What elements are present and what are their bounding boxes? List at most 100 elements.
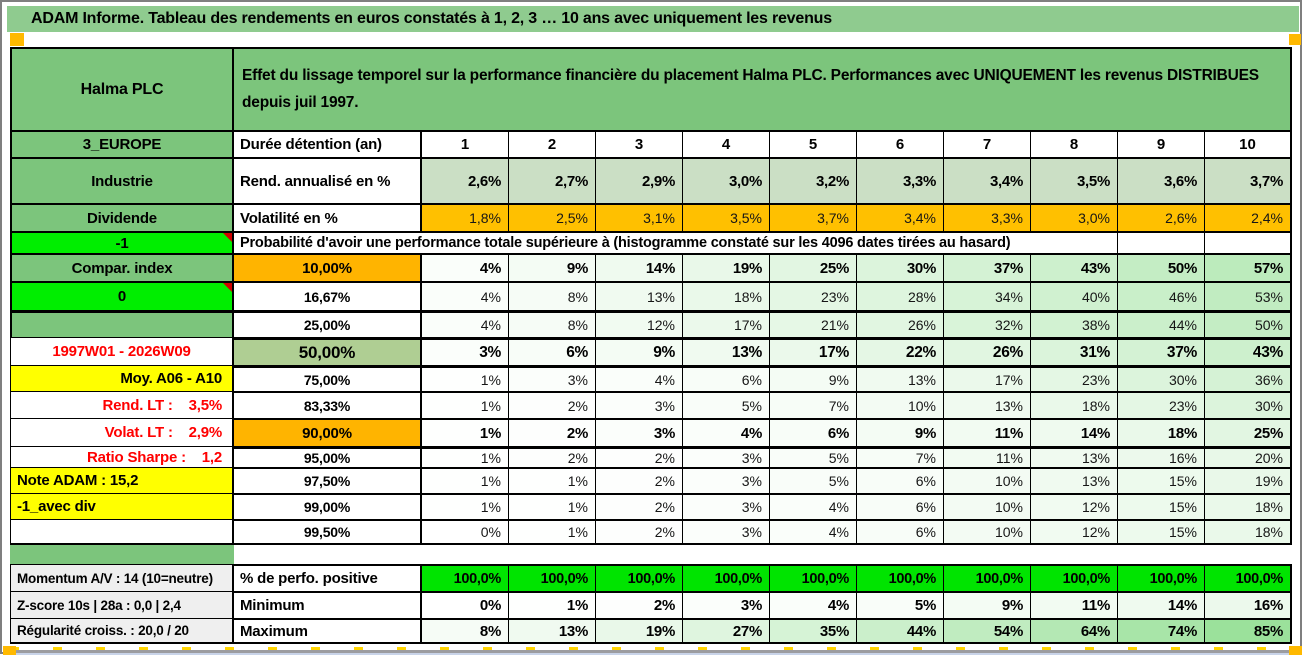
- minmax-cell[interactable]: 64%: [1031, 618, 1118, 644]
- left-label-cell[interactable]: Z-score 10s | 28a : 0,0 | 2,4: [10, 591, 234, 618]
- probability-cell[interactable]: 1%: [422, 493, 509, 519]
- positive-perf-cell[interactable]: 100,0%: [1118, 564, 1205, 591]
- probability-cell[interactable]: 1%: [422, 365, 509, 391]
- percentile-label-cell[interactable]: 25,00%: [234, 310, 422, 337]
- probability-cell[interactable]: 28%: [857, 281, 944, 310]
- probability-cell[interactable]: 2%: [596, 493, 683, 519]
- probability-cell[interactable]: 2%: [509, 446, 596, 467]
- probability-cell[interactable]: 43%: [1205, 337, 1292, 365]
- annualized-return-cell[interactable]: 3,2%: [770, 157, 857, 203]
- probability-cell[interactable]: 57%: [1205, 253, 1292, 281]
- probability-cell[interactable]: 19%: [683, 253, 770, 281]
- annualized-return-cell[interactable]: 3,0%: [683, 157, 770, 203]
- probability-cell[interactable]: 44%: [1118, 310, 1205, 337]
- probability-cell[interactable]: 9%: [770, 365, 857, 391]
- probability-cell[interactable]: 30%: [857, 253, 944, 281]
- left-label-cell[interactable]: Volat. LT : 2,9%: [10, 418, 234, 446]
- probability-cell[interactable]: 7%: [857, 446, 944, 467]
- probability-cell[interactable]: 6%: [857, 519, 944, 545]
- volatility-cell[interactable]: 2,4%: [1205, 203, 1292, 231]
- description-cell[interactable]: Effet du lissage temporel sur la perform…: [234, 47, 1292, 130]
- probability-cell[interactable]: 1%: [509, 493, 596, 519]
- minmax-cell[interactable]: 9%: [944, 591, 1031, 618]
- percentile-label-cell[interactable]: 10,00%: [234, 253, 422, 281]
- probability-cell[interactable]: 1%: [422, 418, 509, 446]
- probability-cell[interactable]: 6%: [857, 467, 944, 493]
- probability-cell[interactable]: 31%: [1031, 337, 1118, 365]
- probability-cell[interactable]: 25%: [770, 253, 857, 281]
- probability-cell[interactable]: 23%: [1118, 391, 1205, 418]
- summary-label-cell[interactable]: Maximum: [234, 618, 422, 644]
- title-bar[interactable]: ADAM Informe. Tableau des rendements en …: [7, 6, 1299, 32]
- left-label-cell[interactable]: Moy. A06 - A10: [10, 365, 234, 391]
- probability-cell[interactable]: 40%: [1031, 281, 1118, 310]
- probability-cell[interactable]: 5%: [770, 467, 857, 493]
- volatility-cell[interactable]: 3,0%: [1031, 203, 1118, 231]
- duration-cell[interactable]: 1: [422, 130, 509, 157]
- probability-cell[interactable]: 22%: [857, 337, 944, 365]
- probability-cell[interactable]: 17%: [944, 365, 1031, 391]
- probability-cell[interactable]: 13%: [596, 281, 683, 310]
- left-label-cell[interactable]: [10, 519, 234, 545]
- probability-cell[interactable]: 20%: [1205, 446, 1292, 467]
- minmax-cell[interactable]: 16%: [1205, 591, 1292, 618]
- probability-cell[interactable]: 18%: [1205, 519, 1292, 545]
- volatility-cell[interactable]: 2,6%: [1118, 203, 1205, 231]
- probability-cell[interactable]: 3%: [422, 337, 509, 365]
- duration-cell[interactable]: 5: [770, 130, 857, 157]
- positive-perf-cell[interactable]: 100,0%: [596, 564, 683, 591]
- minmax-cell[interactable]: 1%: [509, 591, 596, 618]
- left-label-cell[interactable]: [10, 310, 234, 337]
- row-header-cell[interactable]: Volatilité en %: [234, 203, 422, 231]
- probability-cell[interactable]: 17%: [683, 310, 770, 337]
- left-label-cell[interactable]: Note ADAM : 15,2: [10, 467, 234, 493]
- probability-cell[interactable]: 3%: [683, 493, 770, 519]
- volatility-cell[interactable]: 3,3%: [944, 203, 1031, 231]
- probability-cell[interactable]: 18%: [1205, 493, 1292, 519]
- positive-perf-cell[interactable]: 100,0%: [857, 564, 944, 591]
- left-label-cell[interactable]: Régularité croiss. : 20,0 / 20: [10, 618, 234, 644]
- probability-cell[interactable]: 11%: [944, 446, 1031, 467]
- probability-cell[interactable]: 1%: [422, 467, 509, 493]
- minmax-cell[interactable]: 5%: [857, 591, 944, 618]
- probability-cell[interactable]: 43%: [1031, 253, 1118, 281]
- minmax-cell[interactable]: 8%: [422, 618, 509, 644]
- probability-cell[interactable]: 13%: [1031, 446, 1118, 467]
- left-label-cell[interactable]: Ratio Sharpe : 1,2: [10, 446, 234, 467]
- probability-cell[interactable]: 3%: [596, 391, 683, 418]
- probability-cell[interactable]: 10%: [944, 467, 1031, 493]
- probability-cell[interactable]: 19%: [1205, 467, 1292, 493]
- probability-cell[interactable]: 1%: [509, 467, 596, 493]
- probability-cell[interactable]: 8%: [509, 281, 596, 310]
- left-label-cell[interactable]: 3_EUROPE: [10, 130, 234, 157]
- empty-cell[interactable]: [1205, 231, 1292, 253]
- positive-perf-cell[interactable]: 100,0%: [944, 564, 1031, 591]
- left-label-cell[interactable]: 1997W01 - 2026W09: [10, 337, 234, 365]
- annualized-return-cell[interactable]: 2,9%: [596, 157, 683, 203]
- probability-cell[interactable]: 18%: [683, 281, 770, 310]
- probability-cell[interactable]: 18%: [1118, 418, 1205, 446]
- row-header-cell[interactable]: Durée détention (an): [234, 130, 422, 157]
- annualized-return-cell[interactable]: 2,7%: [509, 157, 596, 203]
- probability-cell[interactable]: 9%: [596, 337, 683, 365]
- percentile-label-cell[interactable]: 99,00%: [234, 493, 422, 519]
- probability-cell[interactable]: 25%: [1205, 418, 1292, 446]
- probability-cell[interactable]: 50%: [1205, 310, 1292, 337]
- minmax-cell[interactable]: 3%: [683, 591, 770, 618]
- probability-cell[interactable]: 4%: [596, 365, 683, 391]
- positive-perf-cell[interactable]: 100,0%: [422, 564, 509, 591]
- left-label-cell[interactable]: Compar. index: [10, 253, 234, 281]
- probability-cell[interactable]: 12%: [1031, 519, 1118, 545]
- probability-cell[interactable]: 6%: [683, 365, 770, 391]
- minmax-cell[interactable]: 27%: [683, 618, 770, 644]
- minmax-cell[interactable]: 54%: [944, 618, 1031, 644]
- percentile-label-cell[interactable]: 16,67%: [234, 281, 422, 310]
- positive-perf-cell[interactable]: 100,0%: [1031, 564, 1118, 591]
- probability-cell[interactable]: 2%: [596, 467, 683, 493]
- probability-cell[interactable]: 6%: [509, 337, 596, 365]
- probability-cell[interactable]: 30%: [1118, 365, 1205, 391]
- summary-label-cell[interactable]: Minimum: [234, 591, 422, 618]
- minmax-cell[interactable]: 85%: [1205, 618, 1292, 644]
- positive-perf-cell[interactable]: 100,0%: [1205, 564, 1292, 591]
- volatility-cell[interactable]: 2,5%: [509, 203, 596, 231]
